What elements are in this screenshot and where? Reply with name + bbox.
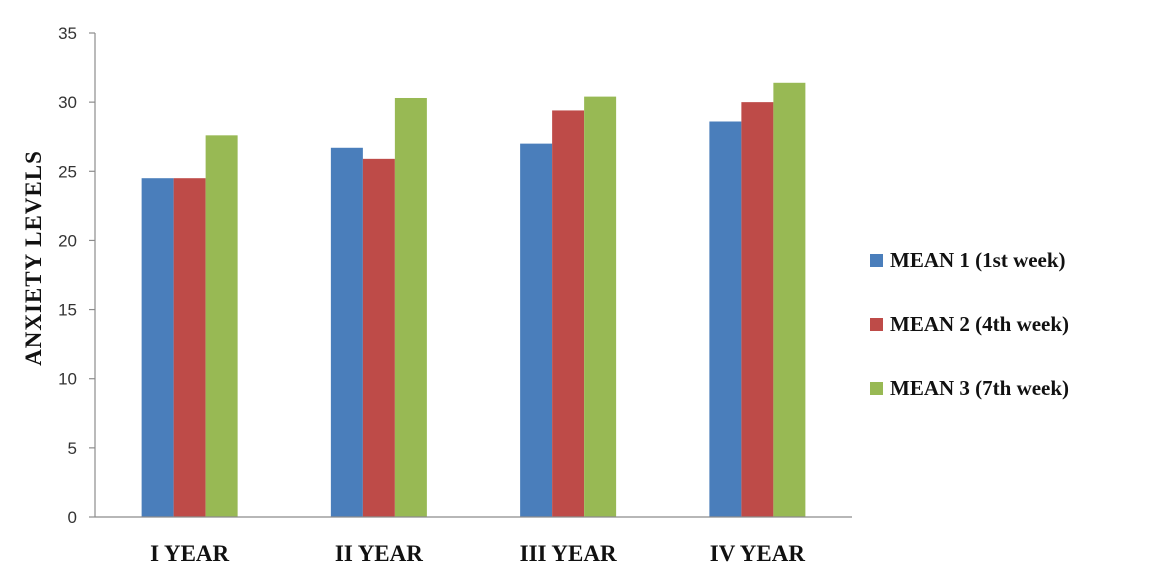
- y-tick-label: 20: [58, 231, 77, 250]
- x-tick-label: IV YEAR: [710, 541, 806, 566]
- y-tick-label: 15: [58, 301, 77, 320]
- legend-label: MEAN 2 (4th week): [890, 312, 1069, 336]
- legend-label: MEAN 3 (7th week): [890, 376, 1069, 400]
- bar: [709, 121, 742, 517]
- legend-swatch: [870, 318, 883, 331]
- bar: [173, 178, 206, 517]
- y-tick-label: 30: [58, 93, 77, 112]
- bar: [205, 135, 238, 517]
- legend-swatch: [870, 254, 883, 267]
- bar: [362, 158, 395, 517]
- bar: [773, 82, 806, 517]
- y-tick-label: 5: [68, 439, 77, 458]
- y-axis-title: ANXIETY LEVELS: [21, 150, 46, 366]
- bar: [330, 147, 363, 517]
- bar: [584, 96, 617, 518]
- x-tick-label: II YEAR: [335, 541, 423, 566]
- y-tick-label: 0: [68, 508, 77, 527]
- x-tick-label: I YEAR: [150, 541, 229, 566]
- bar: [141, 178, 174, 517]
- y-tick-label: 25: [58, 162, 77, 181]
- y-axis-ticks: 0 5 10 15 20 25 30 35: [58, 24, 95, 527]
- legend: MEAN 1 (1st week) MEAN 2 (4th week) MEAN 3…: [870, 248, 1069, 400]
- x-tick-label: III YEAR: [520, 541, 617, 566]
- y-tick-label: 10: [58, 370, 77, 389]
- bar: [552, 110, 585, 517]
- bar: [741, 102, 774, 518]
- bar: [394, 97, 427, 517]
- bar: [520, 143, 553, 517]
- y-tick-label: 35: [58, 24, 77, 43]
- legend-label: MEAN 1 (1st week): [890, 248, 1066, 272]
- x-axis-labels: I YEAR II YEAR III YEAR IV YEAR: [150, 541, 805, 566]
- legend-swatch: [870, 382, 883, 395]
- bars: [141, 82, 806, 518]
